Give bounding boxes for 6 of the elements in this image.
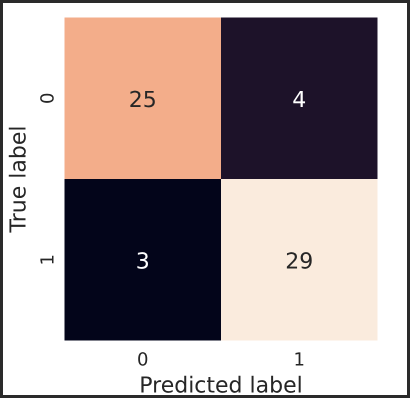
x-axis-title: Predicted label xyxy=(139,374,303,398)
data-label: 4 xyxy=(292,88,306,113)
data-label: 3 xyxy=(136,249,150,274)
y-axis-title: True label xyxy=(6,126,32,234)
data-label: 25 xyxy=(128,88,157,113)
data-label: 29 xyxy=(285,249,314,274)
